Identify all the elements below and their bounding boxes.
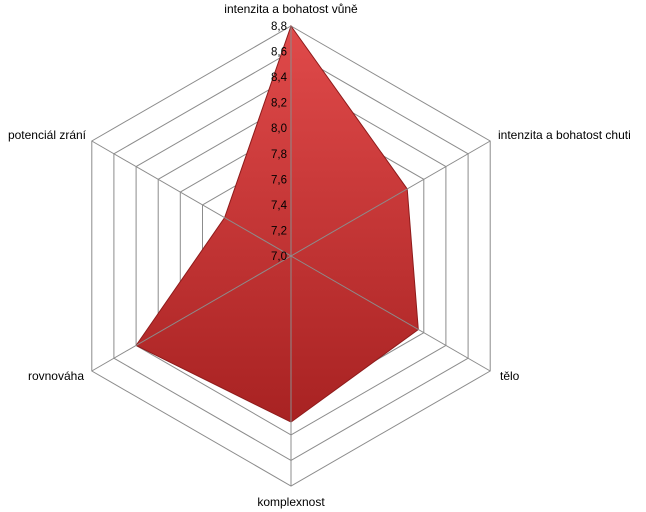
tick-label: 8,6 xyxy=(271,47,287,59)
axis-label-2: tělo xyxy=(500,369,520,383)
spoke-5 xyxy=(91,140,292,257)
tick-label: 7,8 xyxy=(271,149,287,161)
radar-spokes xyxy=(91,26,491,486)
spoke-1 xyxy=(290,140,491,257)
tick-label: 8,0 xyxy=(271,123,287,135)
spoke-2 xyxy=(290,255,491,372)
radar-tick-labels: 7,0 7,2 7,4 7,6 7,8 8,0 8,2 8,4 8,6 8,8 xyxy=(271,21,288,263)
tick-label: 7,6 xyxy=(271,174,287,186)
axis-label-0: intenzita a bohatost vůně xyxy=(224,2,358,16)
radar-axis-labels: intenzita a bohatost vůně intenzita a boh… xyxy=(8,2,631,509)
tick-label: 8,2 xyxy=(271,98,287,110)
tick-label: 8,4 xyxy=(271,72,288,84)
tick-label: 7,0 xyxy=(271,251,287,263)
axis-label-1: intenzita a bohatost chuti xyxy=(498,128,631,142)
series-area-0 xyxy=(135,24,419,423)
axis-label-4: rovnováha xyxy=(28,369,84,383)
axis-label-5: potenciál zrání xyxy=(8,128,87,142)
tick-label: 7,2 xyxy=(271,225,287,237)
spoke-4 xyxy=(91,255,292,372)
radar-series xyxy=(135,24,419,423)
tick-label: 7,4 xyxy=(271,200,288,212)
tick-label: 8,8 xyxy=(271,21,287,33)
axis-label-3: komplexnost xyxy=(257,495,325,509)
